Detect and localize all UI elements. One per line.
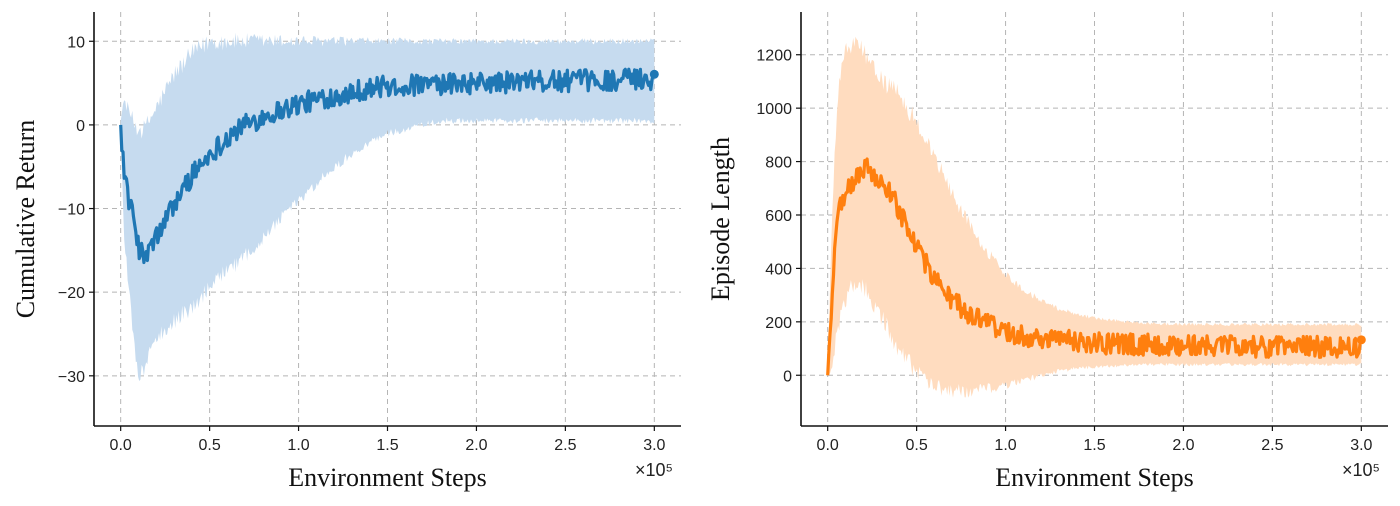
x-tick-label: 3.0 <box>643 437 665 454</box>
x-tick-label: 0.5 <box>905 437 927 454</box>
x-tick-label: 1.5 <box>376 437 398 454</box>
x-axis-label: Environment Steps <box>288 463 487 492</box>
line-end-marker <box>1356 335 1366 345</box>
y-tick-label: 200 <box>765 315 792 332</box>
y-tick-label: −20 <box>58 285 85 302</box>
x-tick-label: 1.0 <box>287 437 309 454</box>
y-axis-label: Episode Length <box>706 137 735 301</box>
chart-panel-2: 0.0 0.5 1.0 1.5 2.0 2.5 3.0 0 200 400 600 800 1000 12… <box>706 12 1388 492</box>
mean-line-2 <box>826 157 1363 376</box>
y-tick-label: 1200 <box>756 48 792 65</box>
y-tick-label: 1000 <box>756 101 792 118</box>
x-tick-label: 1.5 <box>1083 437 1105 454</box>
x-axis-label: Environment Steps <box>995 463 1194 492</box>
x-tick-label: 2.5 <box>554 437 576 454</box>
x-tick-label: 2.0 <box>465 437 487 454</box>
x-tick-label: 1.0 <box>994 437 1016 454</box>
y-tick-label: −30 <box>58 369 85 386</box>
y-tick-label: 800 <box>765 155 792 172</box>
x-axis-multiplier: ×10⁵ <box>635 460 673 480</box>
y-tick-label: 0 <box>783 368 792 385</box>
x-tick-label: 2.5 <box>1261 437 1283 454</box>
x-tick-label: 3.0 <box>1350 437 1372 454</box>
x-tick-label: 0.0 <box>817 437 839 454</box>
mean-line-1 <box>119 67 655 265</box>
y-tick-label: 400 <box>765 261 792 278</box>
y-tick-label: −10 <box>58 202 85 219</box>
y-tick-label: 600 <box>765 208 792 225</box>
x-axis-multiplier: ×10⁵ <box>1342 460 1380 480</box>
line-end-marker <box>649 69 659 79</box>
x-tick-label: 0.0 <box>110 437 132 454</box>
y-axis-label: Cumulative Return <box>11 120 40 319</box>
chart-panel-1: 0.0 0.5 1.0 1.5 2.0 2.5 3.0 −30 −20 −10 0 10 Environ… <box>11 12 681 492</box>
y-tick-label: 10 <box>67 34 85 51</box>
x-tick-label: 2.0 <box>1172 437 1194 454</box>
x-tick-label: 0.5 <box>198 437 220 454</box>
y-tick-label: 0 <box>76 118 85 135</box>
